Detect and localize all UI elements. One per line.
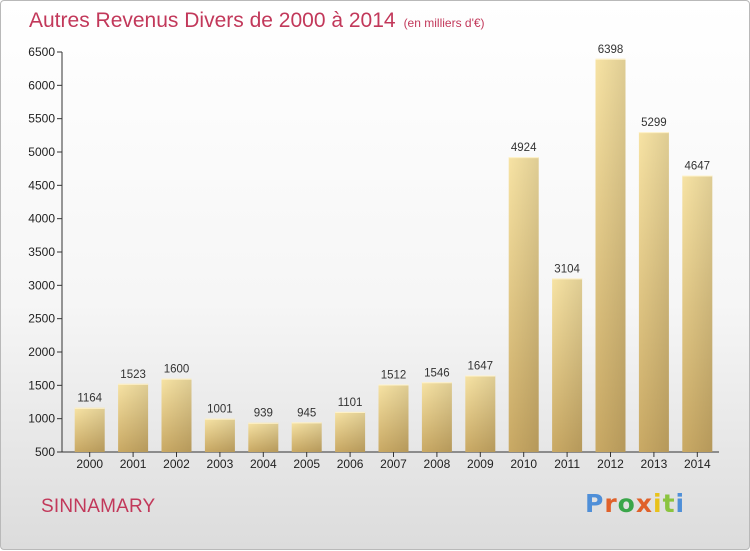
value-label-2011: 3104 [554,263,580,275]
bar-shade-2014 [682,175,713,453]
bar-shade-2005 [291,422,322,452]
y-tick-label: 3000 [28,278,55,292]
value-label-2000: 1164 [77,393,102,405]
y-tick-label: 500 [35,445,55,459]
value-label-2014: 4647 [685,161,711,173]
x-tick-label-2003: 2003 [207,457,234,471]
logo-letter: i [675,489,686,518]
bar-shade-2003 [204,418,235,452]
value-label-2013: 5299 [641,117,667,129]
y-tick-label: 6000 [28,78,55,92]
bar-shade-2013 [638,132,669,453]
x-tick-label-2001: 2001 [120,457,147,471]
x-tick-label-2002: 2002 [163,457,190,471]
value-label-2002: 1600 [164,364,190,376]
x-tick-label-2006: 2006 [337,457,364,471]
value-label-2009: 1647 [468,361,494,373]
y-tick-label: 2000 [28,345,55,359]
y-tick-label: 4500 [28,178,55,192]
logo-letter: P [585,489,605,518]
bar-shade-2010 [508,157,539,453]
x-tick-label-2007: 2007 [380,457,407,471]
logo-letter: i [653,489,663,518]
x-tick-label-2010: 2010 [510,457,537,471]
x-tick-label-2014: 2014 [684,457,711,471]
x-tick-label-2005: 2005 [293,457,320,471]
bar-shade-2004 [248,422,279,452]
value-label-2004: 939 [254,408,273,420]
bar-shade-2008 [421,382,452,452]
y-tick-label: 3500 [28,245,55,259]
y-tick-label: 1000 [28,412,55,426]
bar-shade-2001 [118,383,149,452]
location-name: SINNAMARY [41,496,156,517]
title-text: Autres Revenus Divers de 2000 à 2014 [29,9,396,32]
value-label-2010: 4924 [511,142,537,154]
x-tick-label-2013: 2013 [641,457,668,471]
x-tick-label-2012: 2012 [597,457,624,471]
logo-letter: r [604,489,618,518]
bar-shade-2009 [465,375,496,452]
logo-letter: t [662,489,676,518]
value-label-2012: 6398 [598,44,624,56]
x-tick-label-2004: 2004 [250,457,277,471]
bar-shade-2000 [74,407,105,452]
y-tick-label: 4000 [28,212,55,226]
bars: 1164 1523 1600 1001 939 945 1101 1512 1546 1647 49… [74,44,713,453]
x-tick-label-2009: 2009 [467,457,494,471]
proxiti-logo: Proxiti [585,489,685,518]
bar-shade-2006 [335,411,366,452]
bar-shade-2007 [378,384,409,452]
bar-shade-2002 [161,378,192,452]
x-tick-label-2011: 2011 [554,457,580,471]
y-tick-label: 5000 [28,145,55,159]
value-label-2008: 1546 [424,367,450,379]
y-tick-label: 1500 [28,378,55,392]
value-label-2005: 945 [297,407,316,419]
y-tick-label: 6500 [28,45,55,59]
bar-shade-2011 [552,278,583,452]
logo-letter: o [617,489,636,518]
logo-letter: x [635,489,653,518]
y-tick-label: 2500 [28,312,55,326]
value-label-2006: 1101 [338,397,363,409]
value-label-2007: 1512 [381,370,407,382]
unit-note: (en milliers d'€) [403,16,485,30]
value-label-2001: 1523 [120,369,146,381]
value-label-2003: 1001 [207,404,233,416]
x-tick-label-2008: 2008 [424,457,451,471]
bar-shade-2012 [595,58,626,453]
chart-title: Autres Revenus Divers de 2000 à 2014 (en … [29,9,485,33]
x-tick-label-2000: 2000 [76,457,103,471]
y-tick-label: 5500 [28,112,55,126]
